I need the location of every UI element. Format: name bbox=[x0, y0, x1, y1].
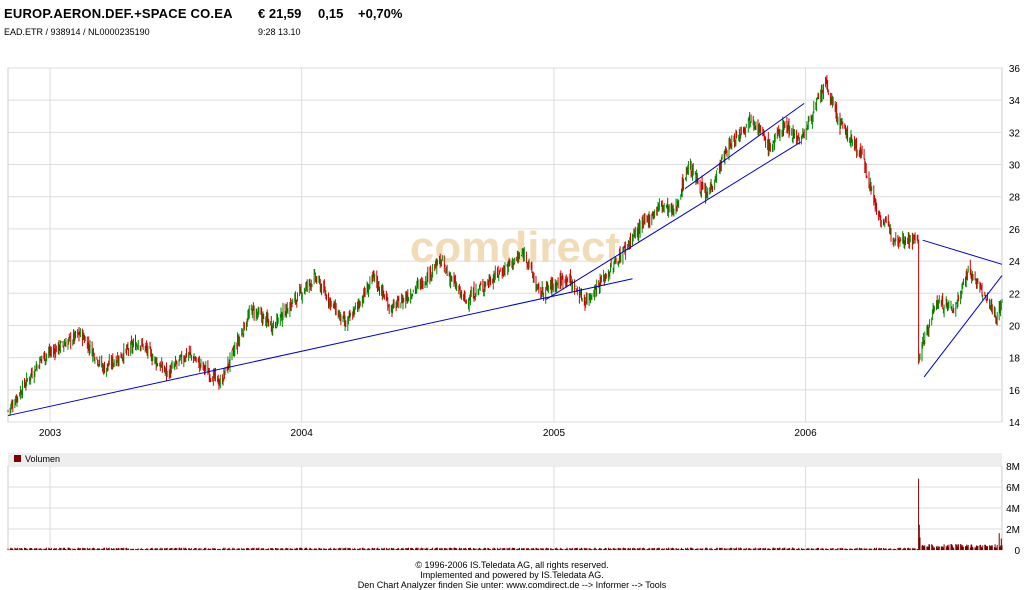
y-tick-label: 20 bbox=[1009, 321, 1021, 332]
y-tick-label: 16 bbox=[1009, 386, 1021, 397]
y-tick-label: 32 bbox=[1009, 128, 1021, 139]
y-tick-label: 14 bbox=[1009, 418, 1021, 429]
trendline bbox=[923, 275, 1003, 378]
security-identifiers: EAD.ETR / 938914 / NL0000235190 bbox=[4, 27, 150, 37]
volume-tick-label: 0 bbox=[1014, 546, 1020, 557]
y-tick-label: 24 bbox=[1009, 257, 1021, 268]
volume-tick-label: 8M bbox=[1006, 462, 1020, 473]
x-tick-label: 2005 bbox=[543, 428, 566, 439]
trendline bbox=[545, 141, 801, 301]
trendline bbox=[684, 102, 805, 190]
volume-label: Volumen bbox=[25, 454, 61, 464]
chart-analyzer-hint: Den Chart Analyzer finden Sie unter: www… bbox=[357, 580, 667, 590]
y-tick-label: 18 bbox=[1009, 354, 1021, 365]
price-change: 0,15 bbox=[318, 6, 344, 21]
trendline bbox=[7, 278, 633, 417]
volume-tick-label: 2M bbox=[1006, 525, 1020, 536]
volume-tick-label: 6M bbox=[1006, 483, 1020, 494]
quote-time: 9:28 13.10 bbox=[258, 27, 301, 37]
x-tick-label: 2004 bbox=[291, 428, 314, 439]
axes: 14 16 18 20 22 24 26 28 30 32 34 36 2003 2004 2005 2006… bbox=[39, 64, 1021, 557]
x-tick-label: 2006 bbox=[794, 428, 817, 439]
volume-legend-swatch bbox=[14, 455, 21, 463]
copyright-line: © 1996-2006 IS.Teledata AG, all rights r… bbox=[415, 560, 609, 570]
trendlines bbox=[7, 102, 1003, 417]
powered-by-line: Implemented and powered by IS.Teledata A… bbox=[420, 570, 604, 580]
y-tick-label: 26 bbox=[1009, 225, 1021, 236]
volume-tick-label: 4M bbox=[1006, 504, 1020, 515]
y-tick-label: 22 bbox=[1009, 289, 1021, 300]
trendline bbox=[922, 239, 1003, 265]
last-price: € 21,59 bbox=[258, 6, 302, 21]
x-tick-label: 2003 bbox=[39, 428, 62, 439]
volume-series bbox=[7, 478, 1003, 550]
y-tick-label: 28 bbox=[1009, 193, 1021, 204]
volume-panel-header: Volumen bbox=[8, 453, 1002, 466]
price-change-pct: +0,70% bbox=[358, 6, 403, 21]
y-tick-label: 34 bbox=[1009, 96, 1021, 107]
security-name: EUROP.AERON.DEF.+SPACE CO.EA bbox=[4, 6, 233, 21]
y-tick-label: 36 bbox=[1009, 64, 1021, 75]
y-tick-label: 30 bbox=[1009, 161, 1021, 172]
